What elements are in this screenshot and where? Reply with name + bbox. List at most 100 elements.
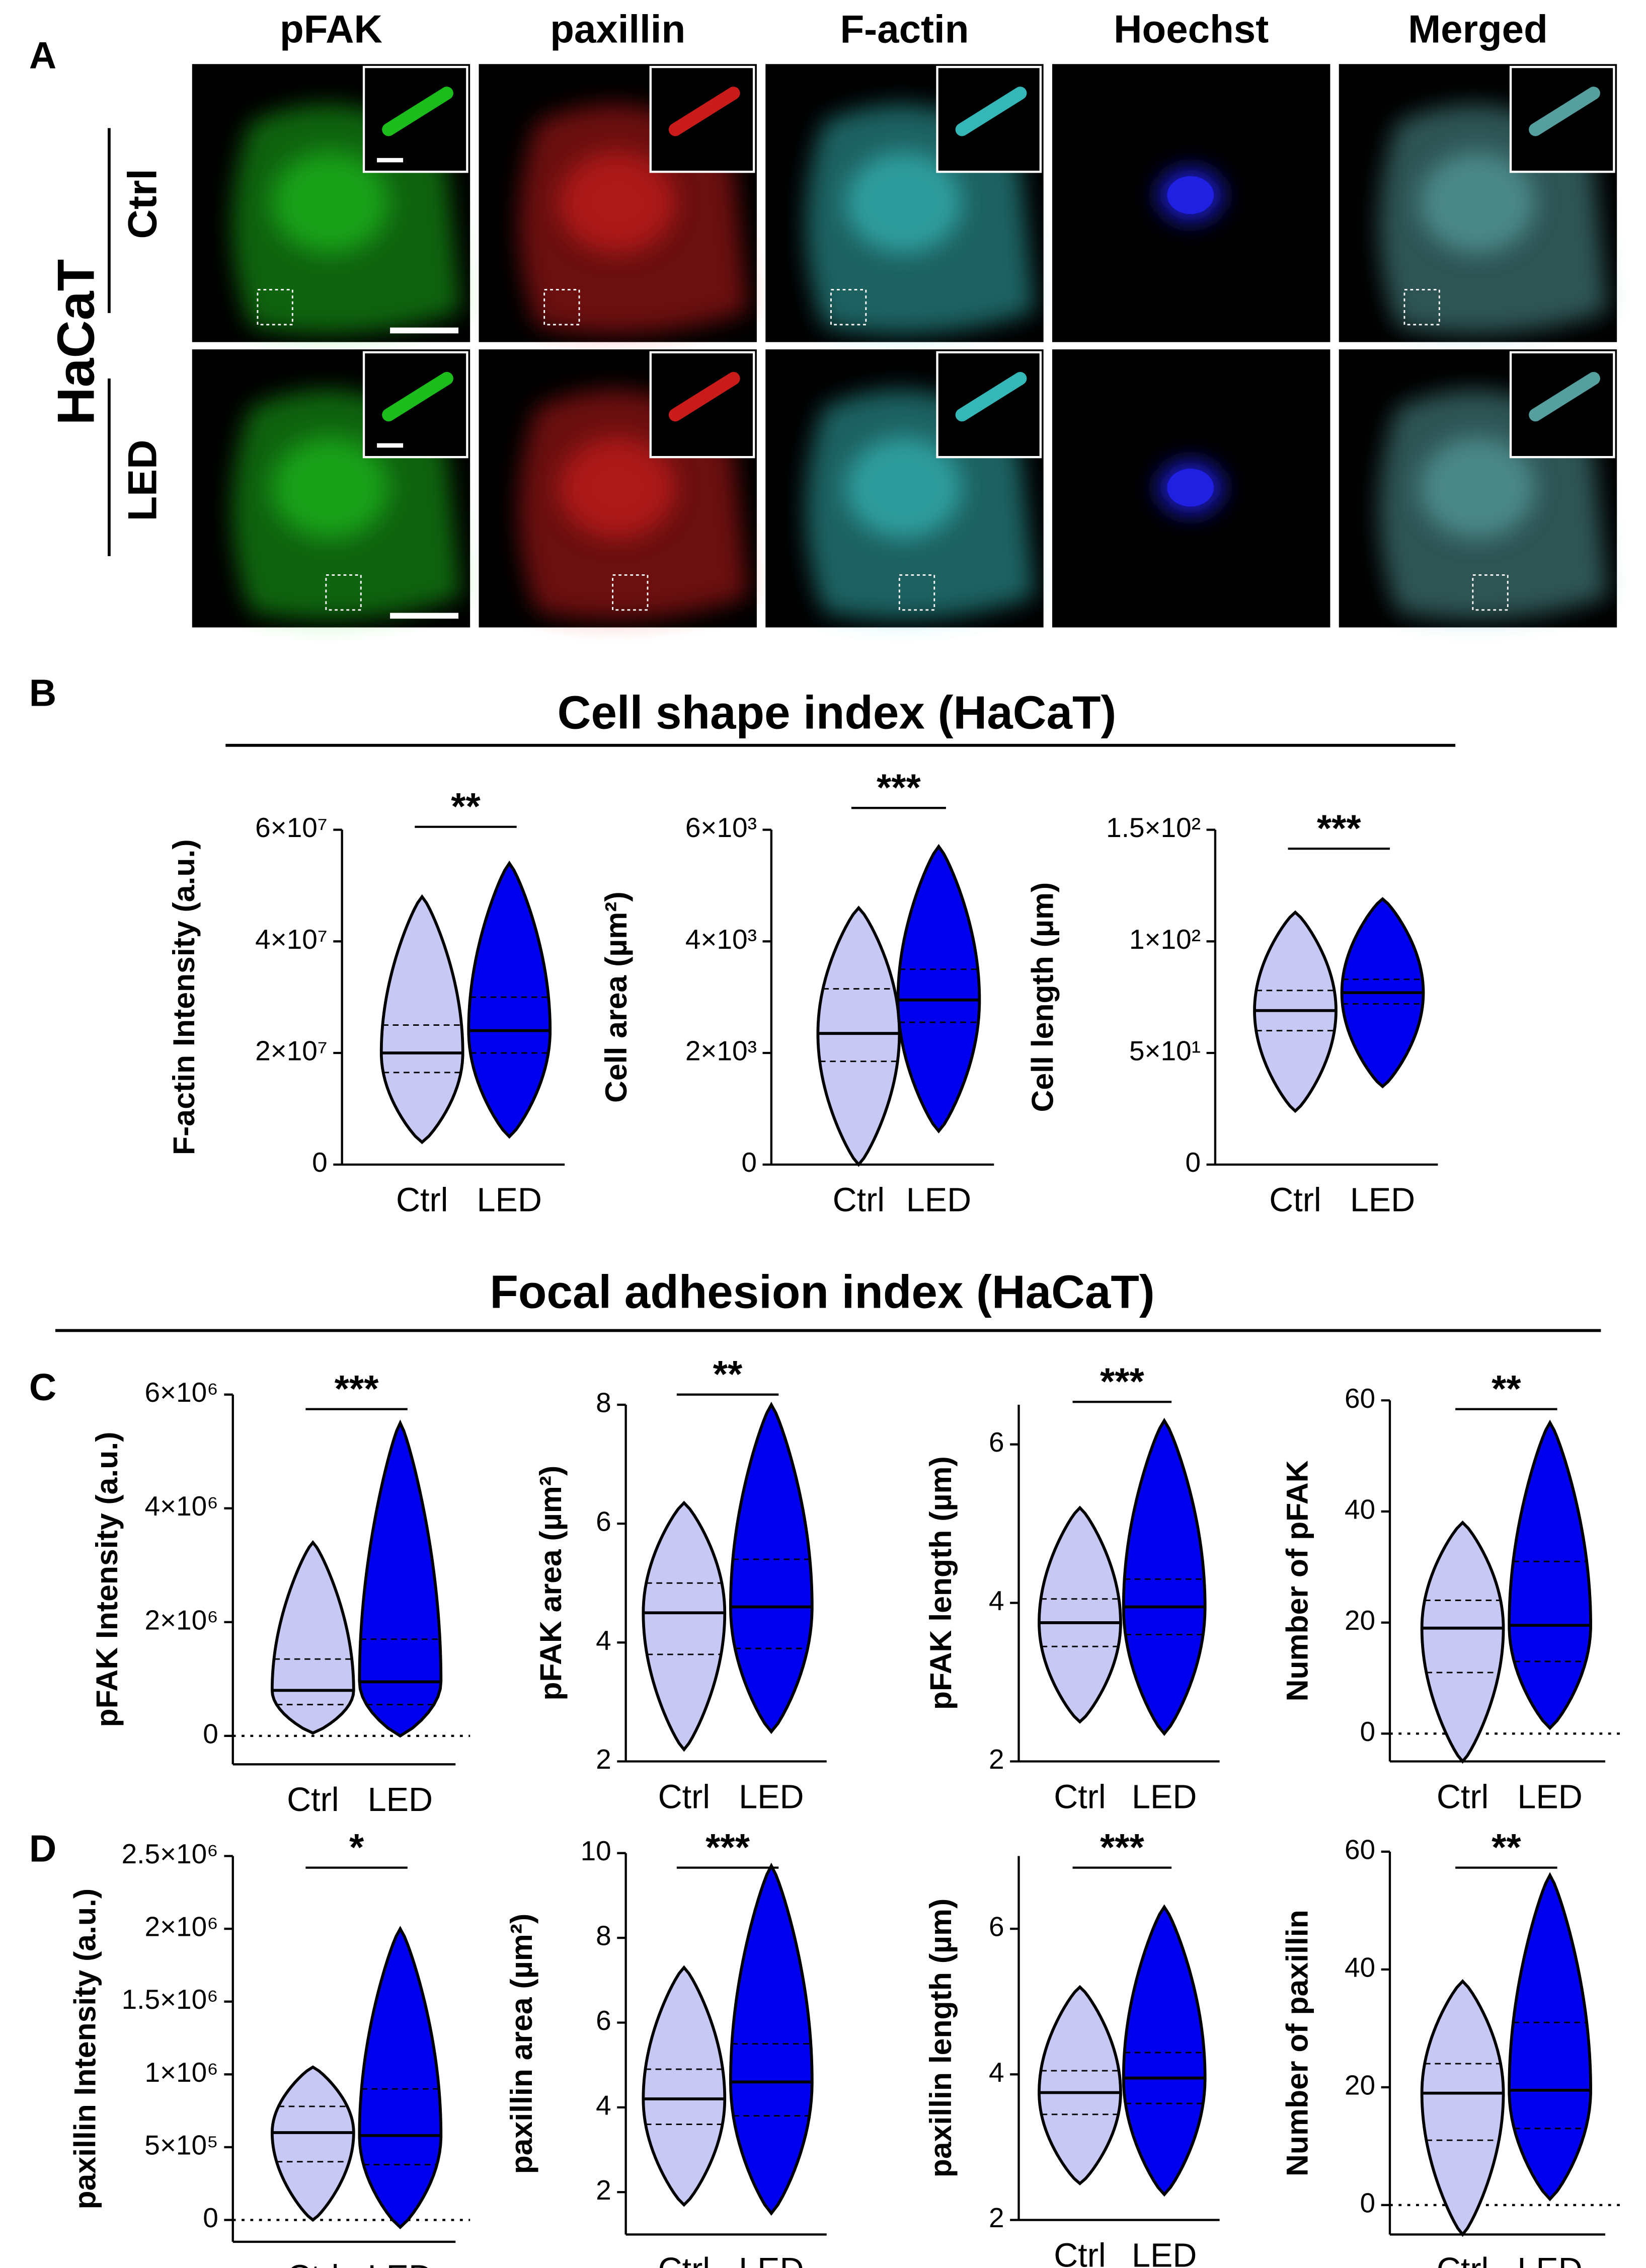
y-tick-label: 1×10² <box>1129 924 1201 955</box>
significance-label: *** <box>1100 1360 1145 1402</box>
y-tick-label: 6×10⁶ <box>144 1377 218 1408</box>
column-header: Hoechst <box>1114 7 1269 51</box>
x-tick-label: LED <box>368 1781 433 1819</box>
y-tick-label: 2×10³ <box>685 1035 757 1067</box>
violin <box>379 894 464 1145</box>
row-label: LED <box>120 439 166 521</box>
y-tick-label: 20 <box>1345 2069 1375 2100</box>
x-tick-label: Ctrl <box>1054 1778 1106 1816</box>
violin <box>1420 1979 1505 2237</box>
y-tick-label: 0 <box>1360 2187 1376 2218</box>
y-axis-title: paxillin Intensity (a.u.) <box>68 1888 102 2210</box>
x-tick-label: LED <box>368 2259 433 2268</box>
y-tick-label: 2 <box>596 2174 611 2206</box>
significance-label: *** <box>335 1368 379 1410</box>
y-tick-label: 2 <box>989 1744 1004 1775</box>
y-tick-label: 10 <box>581 1835 611 1866</box>
x-tick-label: LED <box>1517 1778 1582 1816</box>
y-axis-title: paxillin area (µm²) <box>504 1914 538 2174</box>
significance-label: *** <box>706 1826 750 1868</box>
roi-box <box>257 289 293 326</box>
violin <box>816 905 901 1167</box>
y-axis-title: pFAK Intensity (a.u.) <box>90 1432 124 1727</box>
y-axis-title: F-actin Intensity (a.u.) <box>167 839 201 1155</box>
roi-box <box>543 289 580 326</box>
micrograph-grid <box>192 64 1617 628</box>
violin <box>270 1540 355 1735</box>
inset-feature <box>668 371 740 422</box>
inset <box>649 351 755 459</box>
y-tick-label: 4×10³ <box>685 924 757 955</box>
significance-label: *** <box>877 766 921 808</box>
roi-box <box>830 289 867 326</box>
column-header: paxillin <box>550 7 685 51</box>
panel-label: A <box>29 34 56 77</box>
x-tick-label: LED <box>739 2251 804 2268</box>
y-axis-title: Cell area (µm²) <box>599 891 633 1103</box>
significance-label: *** <box>1317 807 1362 849</box>
y-tick-label: 0 <box>1360 1716 1376 1747</box>
significance-label: ** <box>451 785 481 827</box>
y-tick-label: 4×10⁷ <box>255 924 328 955</box>
cell-body <box>559 436 675 539</box>
y-tick-label: 6 <box>596 2005 611 2036</box>
y-tick-label: 4 <box>989 2057 1004 2088</box>
significance-label: * <box>349 1826 364 1868</box>
significance-label: ** <box>713 1353 743 1395</box>
y-tick-label: 1.5×10² <box>1106 812 1201 843</box>
y-tick-label: 5×10¹ <box>1129 1035 1201 1067</box>
cell-body <box>272 436 389 539</box>
x-tick-label: LED <box>1132 2237 1197 2268</box>
y-tick-label: 4×10⁶ <box>144 1490 218 1522</box>
y-axis-title: Number of pFAK <box>1280 1460 1314 1701</box>
y-tick-label: 6 <box>989 1426 1004 1458</box>
y-tick-label: 0 <box>312 1147 328 1178</box>
cell-body <box>272 151 389 254</box>
y-tick-label: 2×10⁶ <box>144 1604 218 1635</box>
x-tick-label: Ctrl <box>1269 1181 1321 1219</box>
roi-box <box>898 574 935 611</box>
y-tick-label: 6×10³ <box>685 812 757 843</box>
violin <box>358 1926 443 2229</box>
y-tick-label: 1.5×10⁶ <box>122 1984 218 2015</box>
x-tick-label: Ctrl <box>1437 1778 1488 1816</box>
y-tick-label: 4 <box>596 2089 611 2121</box>
violin <box>270 2065 355 2222</box>
violin <box>729 1401 814 1734</box>
panel-label: B <box>29 671 56 714</box>
panel-label: D <box>29 1828 56 1870</box>
x-tick-label: Ctrl <box>658 2251 710 2268</box>
y-tick-label: 8 <box>596 1387 611 1418</box>
y-tick-label: 2.5×10⁶ <box>122 1838 218 1869</box>
x-tick-label: LED <box>477 1181 542 1219</box>
violin <box>1122 1904 1207 2197</box>
violin <box>896 844 981 1133</box>
inset-feature <box>1529 371 1600 422</box>
roi-box <box>1403 289 1440 326</box>
y-tick-label: 4 <box>989 1585 1004 1616</box>
y-tick-label: 6×10⁷ <box>255 812 328 843</box>
cell-body <box>559 151 675 254</box>
nucleus <box>1167 176 1214 214</box>
column-header: Merged <box>1408 7 1548 51</box>
violin <box>642 1965 727 2207</box>
x-tick-label: LED <box>1350 1181 1415 1219</box>
significance-label: ** <box>1492 1826 1521 1868</box>
violin <box>642 1500 727 1752</box>
violin <box>1122 1417 1207 1736</box>
nucleus <box>1167 469 1214 507</box>
y-axis-title: pFAK area (µm²) <box>533 1466 568 1701</box>
x-tick-label: LED <box>1517 2251 1582 2268</box>
violin <box>358 1419 443 1738</box>
y-tick-label: 40 <box>1345 1951 1375 1983</box>
y-tick-label: 1×10⁶ <box>144 2057 218 2088</box>
cell-body <box>1419 436 1536 539</box>
significance-label: *** <box>1100 1826 1145 1868</box>
section-title: Cell shape index (HaCaT) <box>558 686 1117 738</box>
y-tick-label: 2×10⁶ <box>144 1911 218 1942</box>
y-axis-title: paxillin length (µm) <box>923 1899 958 2177</box>
y-tick-label: 40 <box>1345 1493 1375 1525</box>
inset-feature <box>382 87 453 136</box>
violin <box>729 1862 814 2216</box>
